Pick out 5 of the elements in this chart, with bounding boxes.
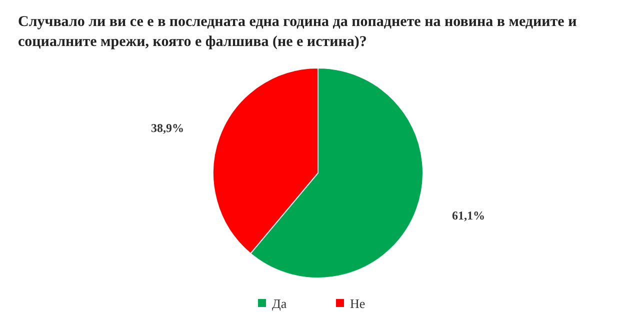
chart-title: Случвало ли ви се е в последната една година да попаднете на новина в медиите и социалните мрежи, която е фалшива (не е истина)? (18, 14, 578, 50)
legend-label: Да (272, 296, 287, 311)
data-label: 38,9% (151, 120, 184, 135)
data-label: 61,1% (452, 208, 485, 223)
legend-label: Не (350, 296, 366, 311)
